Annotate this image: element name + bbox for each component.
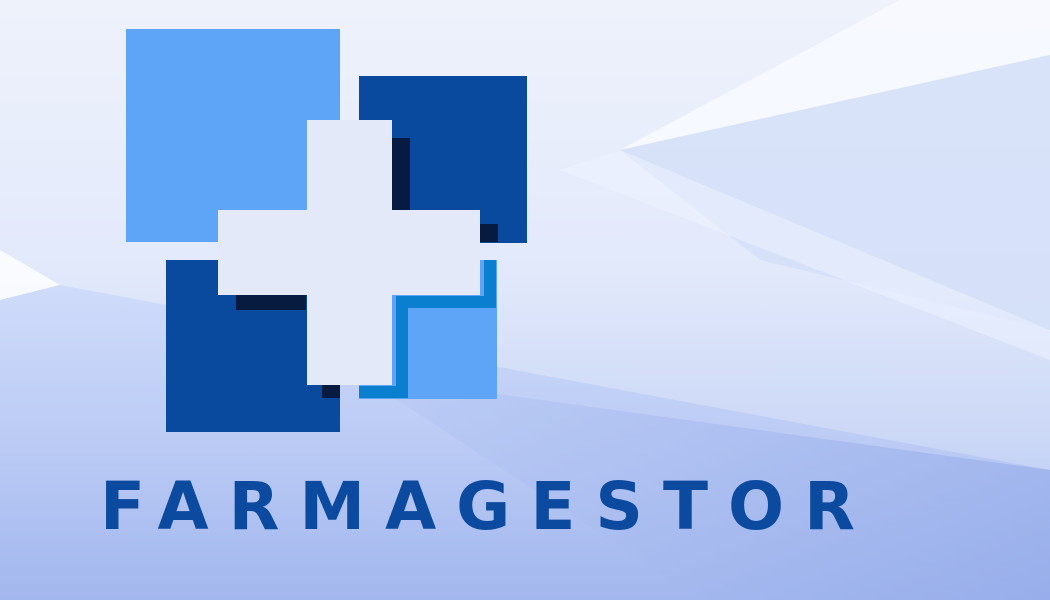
shadow-accent <box>480 224 498 242</box>
brand-name: FARMAGESTOR <box>100 468 875 545</box>
accent-outline <box>359 260 496 398</box>
shadow-accent <box>392 138 410 210</box>
shadow-accent <box>236 293 306 310</box>
medical-cross <box>218 120 480 385</box>
square-top-left <box>126 29 340 242</box>
